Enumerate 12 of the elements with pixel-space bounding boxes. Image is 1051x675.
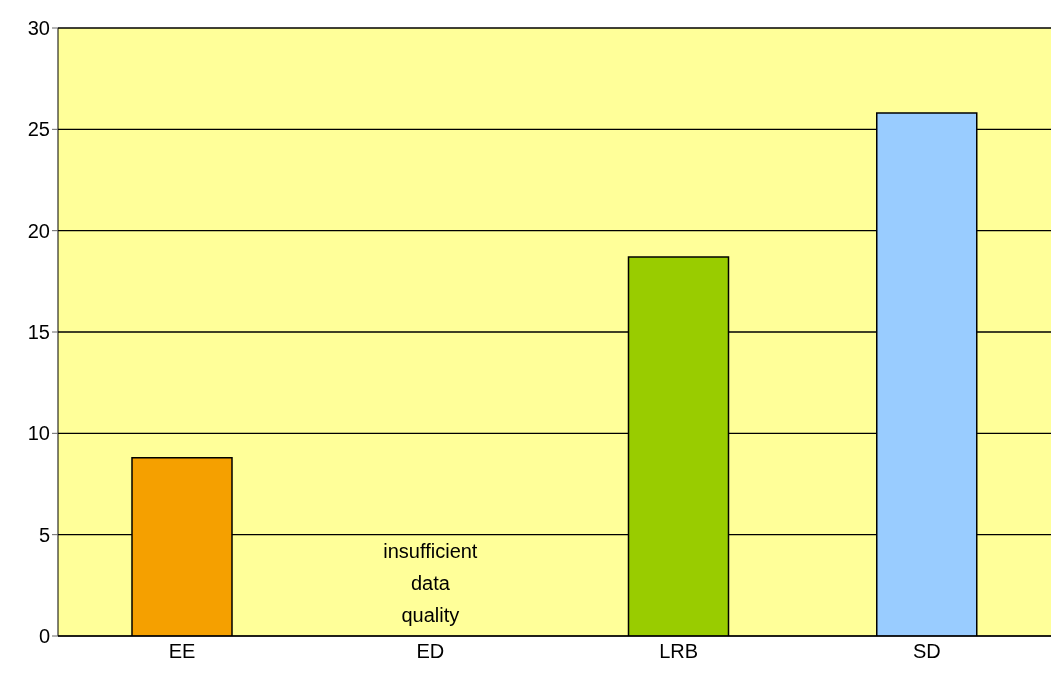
y-tick-label: 20 [27,219,50,242]
y-tick-label: 5 [38,523,50,546]
x-tick-label: LRB [659,640,699,663]
y-tick-label: 0 [38,625,50,648]
x-tick-label: SD [912,640,941,663]
x-tick-label: ED [416,640,445,663]
annotation: insufficient data quality [383,540,478,626]
y-tick-label: 15 [27,321,50,344]
x-tick-label: EE [168,640,196,663]
y-tick-label: 30 [27,17,50,40]
y-tick-label: 10 [27,422,50,445]
y-tick-label: 25 [27,118,50,141]
